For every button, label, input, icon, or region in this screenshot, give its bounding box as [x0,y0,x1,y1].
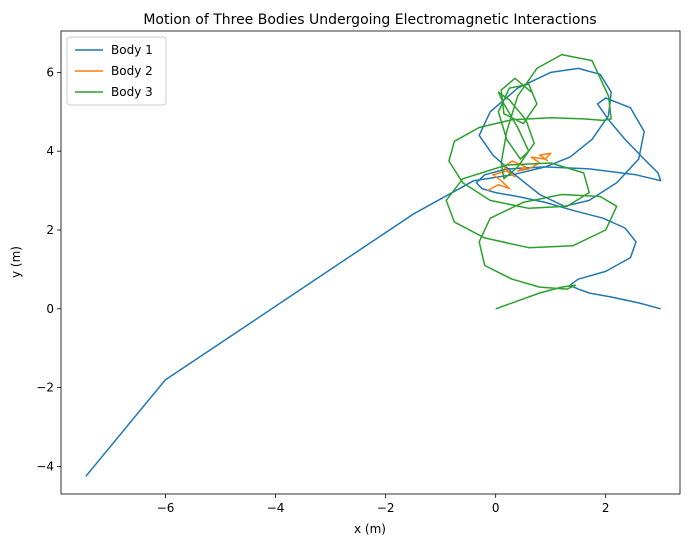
x-tick-label: 2 [602,501,610,515]
x-tick-label: −6 [157,501,175,515]
chart-title: Motion of Three Bodies Undergoing Electr… [143,12,596,28]
legend-label-body-1: Body 1 [111,43,153,57]
axes-frame [60,30,681,495]
y-axis-label: y (m) [9,246,23,278]
ticks-layer: −6 −4 −2 0 2 −4 −2 0 2 4 6 [36,65,609,515]
y-tick-label: −4 [36,459,54,473]
y-tick-label: −2 [36,381,54,395]
x-tick-label: 0 [492,501,500,515]
series-line-body-1 [85,67,662,477]
plot-area [61,31,680,494]
series-layer [85,53,662,477]
legend-box [66,36,167,106]
series-line-body-3 [445,53,618,310]
legend-label-body-2: Body 2 [111,64,153,78]
y-tick-label: 4 [46,144,54,158]
legend-label-body-3: Body 3 [111,85,153,99]
legend: Body 1 Body 2 Body 3 [66,36,167,106]
x-axis-label: x (m) [354,522,386,536]
x-tick-label: −2 [377,501,395,515]
x-tick-label: −4 [267,501,285,515]
y-tick-label: 6 [46,65,54,79]
y-tick-label: 0 [46,302,54,316]
y-tick-label: 2 [46,223,54,237]
